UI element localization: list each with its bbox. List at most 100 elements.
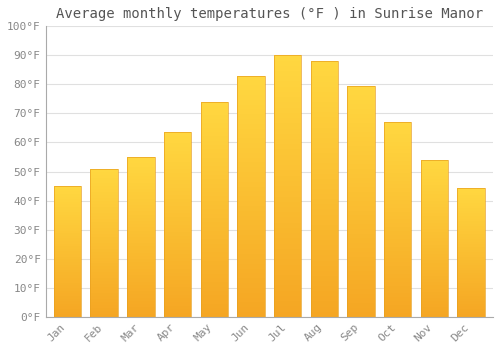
- Bar: [274, 306, 301, 312]
- Bar: [420, 201, 448, 204]
- Bar: [200, 119, 228, 123]
- Bar: [127, 288, 154, 291]
- Bar: [384, 204, 411, 208]
- Bar: [200, 140, 228, 145]
- Bar: [237, 206, 264, 211]
- Bar: [237, 230, 264, 235]
- Bar: [164, 169, 192, 173]
- Bar: [420, 173, 448, 176]
- Bar: [348, 243, 375, 247]
- Bar: [458, 224, 485, 226]
- Bar: [237, 167, 264, 172]
- Bar: [54, 262, 82, 265]
- Bar: [274, 103, 301, 108]
- Title: Average monthly temperatures (°F ) in Sunrise Manor: Average monthly temperatures (°F ) in Su…: [56, 7, 483, 21]
- Bar: [54, 265, 82, 267]
- Bar: [274, 113, 301, 118]
- Bar: [384, 216, 411, 219]
- Bar: [384, 293, 411, 298]
- Bar: [54, 270, 82, 272]
- Bar: [90, 284, 118, 287]
- Bar: [384, 184, 411, 188]
- Bar: [127, 304, 154, 307]
- Bar: [348, 192, 375, 197]
- Bar: [274, 296, 301, 301]
- Bar: [200, 226, 228, 231]
- Bar: [420, 310, 448, 314]
- Bar: [127, 180, 154, 183]
- Bar: [237, 264, 264, 268]
- Bar: [200, 145, 228, 149]
- Bar: [274, 191, 301, 197]
- Bar: [200, 132, 228, 136]
- Bar: [90, 275, 118, 278]
- Bar: [384, 126, 411, 130]
- Bar: [90, 246, 118, 248]
- Bar: [127, 195, 154, 198]
- Bar: [310, 97, 338, 102]
- Bar: [54, 267, 82, 270]
- Bar: [237, 298, 264, 302]
- Bar: [237, 134, 264, 138]
- Bar: [310, 296, 338, 301]
- Bar: [90, 231, 118, 234]
- Bar: [348, 285, 375, 289]
- Bar: [200, 123, 228, 128]
- Bar: [90, 187, 118, 189]
- Bar: [90, 228, 118, 231]
- Bar: [200, 128, 228, 132]
- Bar: [458, 242, 485, 244]
- Bar: [164, 132, 192, 136]
- Bar: [458, 198, 485, 201]
- Bar: [90, 177, 118, 181]
- Bar: [237, 201, 264, 206]
- Bar: [310, 184, 338, 189]
- Bar: [310, 122, 338, 128]
- Bar: [274, 160, 301, 165]
- Bar: [458, 312, 485, 314]
- Bar: [200, 209, 228, 214]
- Bar: [54, 306, 82, 309]
- Bar: [384, 122, 411, 126]
- Bar: [420, 207, 448, 210]
- Bar: [237, 302, 264, 307]
- Bar: [127, 215, 154, 218]
- Bar: [127, 243, 154, 246]
- Bar: [54, 199, 82, 202]
- Bar: [200, 158, 228, 162]
- Bar: [310, 112, 338, 117]
- Bar: [164, 228, 192, 232]
- Bar: [90, 270, 118, 272]
- Bar: [384, 298, 411, 301]
- Bar: [384, 161, 411, 165]
- Bar: [237, 225, 264, 230]
- Bar: [310, 128, 338, 133]
- Bar: [274, 92, 301, 97]
- Bar: [420, 216, 448, 219]
- Bar: [348, 113, 375, 118]
- Bar: [348, 215, 375, 220]
- Bar: [54, 204, 82, 207]
- Bar: [458, 208, 485, 211]
- Bar: [200, 239, 228, 244]
- Bar: [420, 282, 448, 286]
- Bar: [127, 307, 154, 310]
- Bar: [458, 299, 485, 301]
- Bar: [420, 254, 448, 257]
- Bar: [54, 197, 82, 199]
- Bar: [458, 211, 485, 214]
- Bar: [310, 87, 338, 92]
- Bar: [164, 273, 192, 276]
- Bar: [420, 264, 448, 267]
- Bar: [54, 296, 82, 299]
- Bar: [420, 226, 448, 229]
- Bar: [458, 281, 485, 283]
- Bar: [384, 192, 411, 196]
- Bar: [164, 243, 192, 247]
- Bar: [384, 305, 411, 309]
- Bar: [54, 191, 82, 194]
- Bar: [237, 110, 264, 114]
- Bar: [420, 166, 448, 169]
- Bar: [200, 192, 228, 196]
- Bar: [274, 55, 301, 61]
